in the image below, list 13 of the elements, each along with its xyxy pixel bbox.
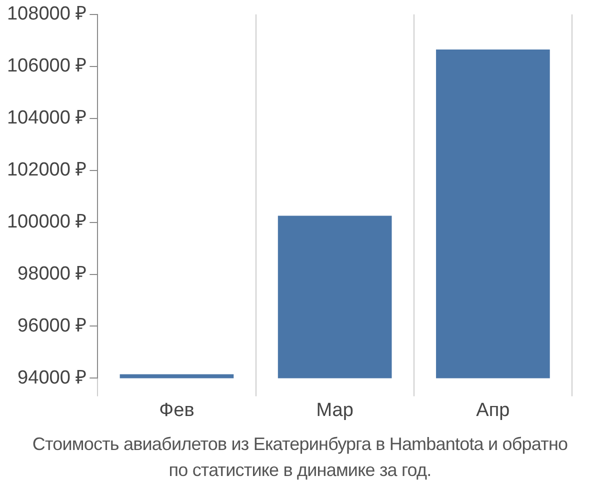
x-tick-label: Фев <box>159 400 194 421</box>
y-tick-label: 94000 ₽ <box>18 367 87 388</box>
x-tick-label: Мар <box>316 400 354 421</box>
y-tick-label: 106000 ₽ <box>6 56 87 77</box>
x-tick-label: Апр <box>476 400 510 421</box>
y-tick-label: 100000 ₽ <box>6 212 87 233</box>
y-tick-label: 98000 ₽ <box>18 263 87 284</box>
y-tick-label: 108000 ₽ <box>6 4 87 25</box>
y-tick-label: 102000 ₽ <box>6 160 87 181</box>
y-tick-label: 96000 ₽ <box>18 315 87 336</box>
y-tick-label: 104000 ₽ <box>6 108 87 129</box>
text: Стоимость авиабилетов из Екатеринбурга в Hambantota и обратно <box>31 433 569 456</box>
text: по статистике в динамике за год. <box>168 459 432 482</box>
